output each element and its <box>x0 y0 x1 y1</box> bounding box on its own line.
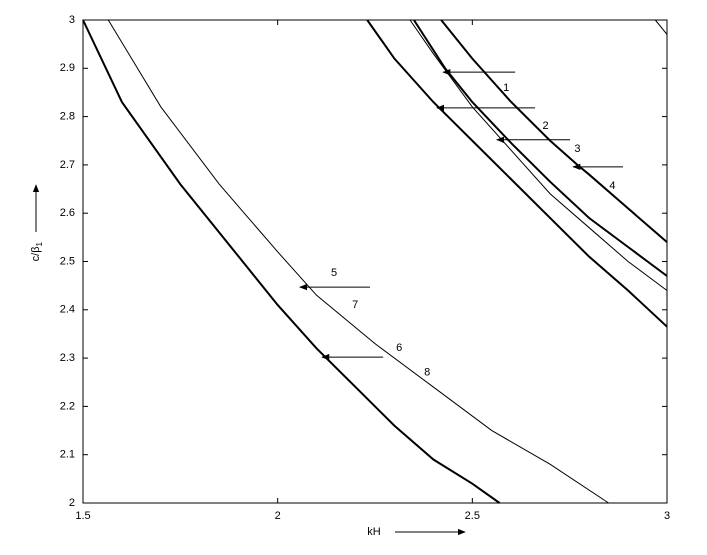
curve <box>82 19 501 504</box>
y-tick-label: 2.4 <box>60 304 75 316</box>
y-tick-label: 2.7 <box>60 159 75 171</box>
plot-frame <box>82 19 668 504</box>
curve <box>107 19 609 504</box>
annotation-label: 4 <box>609 180 615 192</box>
y-axis-label-group: c/β1 <box>30 241 44 261</box>
y-axis-label-main: c/β <box>30 246 42 261</box>
y-tick-label: 2.9 <box>60 62 75 74</box>
curve <box>409 19 668 291</box>
y-tick-label: 2.3 <box>60 352 75 364</box>
x-tick-label: 1.5 <box>75 510 90 522</box>
y-tick-label: 2.5 <box>60 255 75 267</box>
y-tick-label: 2.8 <box>60 111 75 123</box>
y-tick-label: 2.6 <box>60 207 75 219</box>
annotation-label: 1 <box>503 82 509 94</box>
curve <box>366 19 668 328</box>
y-tick-label: 2.1 <box>60 449 75 461</box>
y-tick-label: 2.2 <box>60 400 75 412</box>
x-tick-label: 3 <box>664 510 670 522</box>
x-axis-label: kH <box>367 526 381 538</box>
annotation-label: 6 <box>396 342 402 354</box>
y-axis-label: c/β1 <box>30 241 44 261</box>
annotation-label: 7 <box>352 299 358 311</box>
curve <box>413 19 668 277</box>
y-tick-label: 2 <box>69 497 75 509</box>
x-tick-label: 2 <box>275 510 281 522</box>
annotation-label: 3 <box>574 143 580 155</box>
y-axis-label-sub: 1 <box>35 241 44 246</box>
curve <box>654 19 668 35</box>
annotation-label: 8 <box>424 366 430 378</box>
y-tick-label: 3 <box>69 14 75 26</box>
x-tick-label: 2.5 <box>465 510 480 522</box>
annotation-label: 2 <box>542 120 548 132</box>
curve <box>440 19 668 243</box>
annotation-label: 5 <box>331 267 337 279</box>
